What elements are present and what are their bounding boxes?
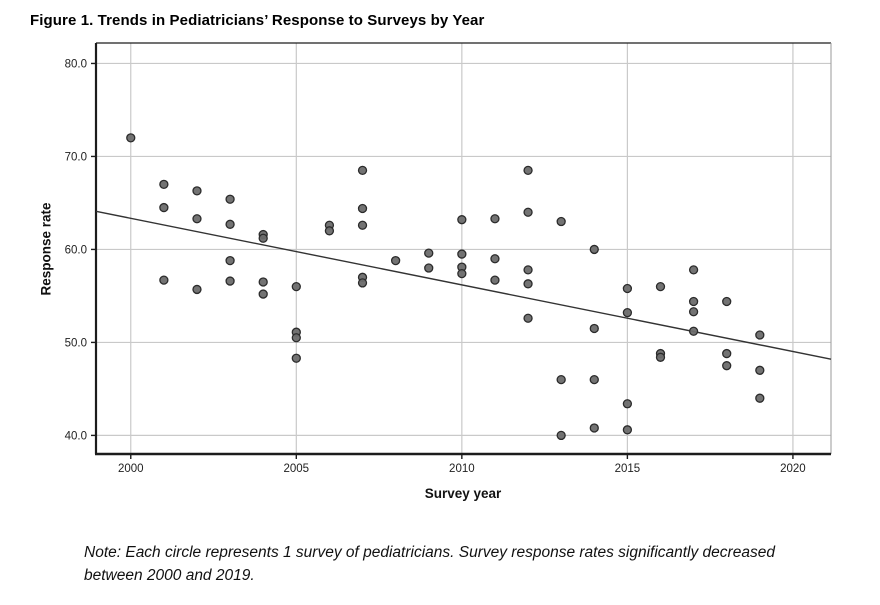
figure-note: Note: Each circle represents 1 survey of… — [84, 541, 824, 587]
data-point — [457, 249, 467, 259]
figure-title: Figure 1. Trends in Pediatricians’ Respo… — [30, 12, 485, 29]
data-point — [258, 277, 268, 287]
data-point — [457, 268, 467, 279]
note-line-1: Note: Each circle represents 1 survey of… — [84, 544, 775, 561]
data-point — [192, 284, 202, 295]
data-point — [523, 207, 533, 217]
data-point — [324, 226, 335, 236]
data-point — [688, 296, 699, 307]
data-point — [357, 278, 368, 288]
data-point — [655, 281, 666, 292]
data-point — [225, 255, 235, 266]
data-point — [357, 203, 368, 214]
data-point — [291, 281, 301, 292]
data-point — [722, 296, 732, 307]
data-point — [523, 279, 533, 289]
data-point — [722, 348, 732, 359]
data-point — [589, 374, 599, 385]
data-point — [126, 133, 136, 143]
y-axis-title: Response rate — [38, 202, 54, 296]
data-point — [490, 254, 500, 264]
data-point — [159, 275, 169, 285]
data-point — [357, 220, 368, 230]
trend-line — [95, 210, 832, 360]
data-point — [258, 289, 268, 299]
x-tick-label: 2015 — [615, 463, 641, 475]
note-line-2: between 2000 and 2019. — [84, 567, 255, 584]
data-point — [424, 263, 434, 273]
data-point — [159, 202, 169, 213]
data-point — [523, 265, 533, 275]
data-point — [291, 333, 301, 343]
data-point — [589, 323, 599, 334]
data-point — [225, 194, 235, 204]
data-point — [622, 308, 633, 318]
data-point — [722, 361, 732, 371]
data-point — [258, 233, 268, 243]
y-tick-label: 70.0 — [65, 151, 87, 163]
data-point — [225, 219, 235, 229]
data-point — [589, 423, 599, 433]
scatter-plot: 80.0 70.0 60.0 50.0 40.0 2000 2005 2010 2015 2020 — [65, 42, 832, 475]
data-point — [523, 165, 533, 176]
data-point — [556, 430, 566, 441]
data-point — [622, 425, 633, 435]
data-point — [589, 244, 599, 255]
data-point — [655, 352, 666, 362]
data-point — [556, 216, 566, 227]
x-tick-label: 2005 — [284, 463, 310, 475]
data-point — [192, 214, 202, 224]
y-tick-label: 60.0 — [65, 244, 87, 256]
data-point — [523, 313, 533, 323]
data-point — [556, 374, 566, 385]
data-point — [688, 307, 699, 317]
data-point — [755, 330, 765, 340]
data-point — [490, 214, 500, 224]
data-point — [424, 248, 434, 258]
y-tick-label: 50.0 — [65, 337, 87, 349]
data-point — [159, 179, 169, 189]
data-point — [755, 365, 765, 375]
x-axis-title: Survey year — [424, 486, 502, 501]
data-point — [457, 215, 467, 225]
data-point — [688, 265, 699, 275]
data-point — [291, 353, 301, 363]
data-point — [390, 255, 401, 266]
data-point — [755, 393, 765, 403]
x-tick-label: 2000 — [118, 463, 144, 475]
data-point — [688, 326, 699, 336]
y-tick-label: 40.0 — [65, 430, 87, 442]
y-tick-label: 80.0 — [65, 58, 87, 70]
data-point — [357, 165, 368, 176]
x-tick-label: 2020 — [780, 463, 806, 475]
data-point — [490, 275, 500, 285]
data-point — [192, 186, 202, 196]
data-point — [622, 283, 633, 294]
data-point — [225, 276, 235, 286]
x-tick-label: 2010 — [449, 463, 475, 475]
data-point — [622, 399, 633, 409]
